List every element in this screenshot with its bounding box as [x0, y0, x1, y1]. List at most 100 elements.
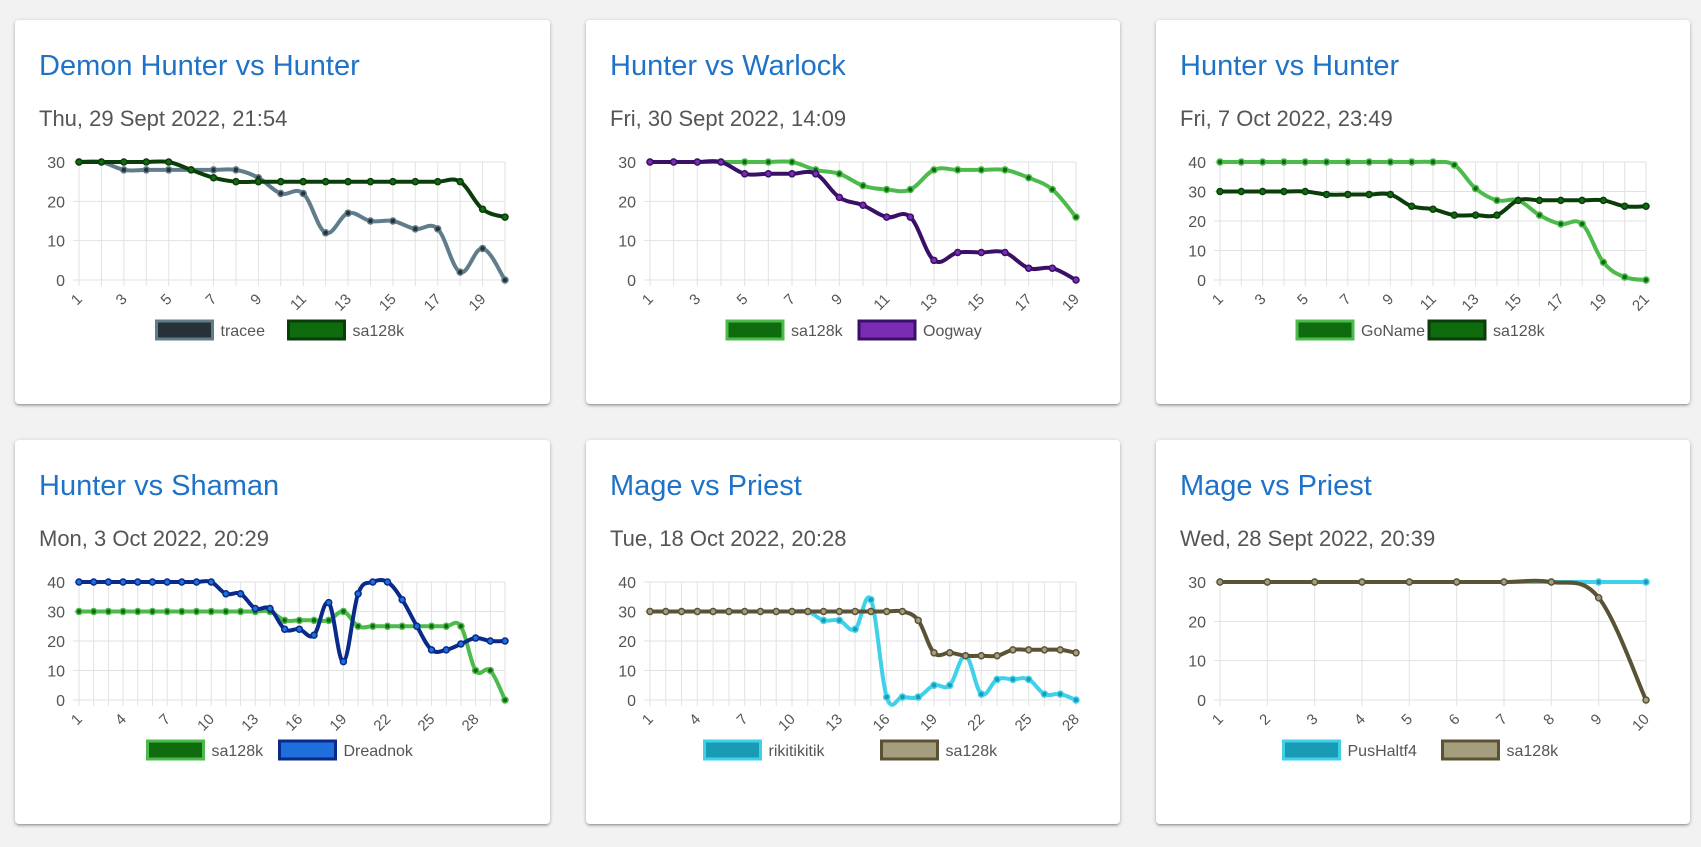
data-point: [501, 637, 509, 645]
legend-item: sa128k: [880, 739, 999, 761]
match-card[interactable]: Demon Hunter vs Hunter Thu, 29 Sept 2022…: [15, 20, 550, 404]
x-tick-label: 2: [1256, 711, 1274, 729]
data-point: [1263, 578, 1272, 586]
legend-label: sa128k: [946, 743, 999, 760]
plot-area: [75, 578, 509, 704]
data-point: [222, 607, 230, 616]
data-point: [1547, 578, 1556, 586]
data-point: [471, 666, 480, 675]
data-point: [339, 657, 348, 666]
x-tick-label: 16: [282, 711, 306, 735]
data-point: [1386, 158, 1395, 166]
data-point: [442, 646, 450, 654]
data-point: [310, 631, 318, 639]
x-tick-label: 11: [870, 291, 893, 314]
x-tick-label: 5: [734, 291, 752, 309]
legend-label: sa128k: [791, 323, 844, 340]
data-point: [740, 607, 749, 616]
match-card[interactable]: Hunter vs Warlock Fri, 30 Sept 2022, 14:…: [586, 20, 1120, 404]
plot-area: [646, 595, 1080, 707]
data-point: [1024, 173, 1033, 182]
data-point: [1405, 578, 1414, 586]
match-card[interactable]: Hunter vs Hunter Fri, 7 Oct 2022, 23:49 …: [1156, 20, 1690, 404]
x-tick-label: 7: [781, 291, 799, 309]
data-point: [1344, 158, 1352, 166]
data-point: [788, 607, 796, 616]
data-point: [1310, 578, 1319, 586]
data-point: [1216, 158, 1224, 166]
data-point: [178, 578, 186, 586]
data-point: [961, 652, 970, 660]
data-point: [1322, 190, 1331, 199]
data-point: [75, 607, 83, 616]
data-point: [1072, 696, 1080, 704]
data-point: [1642, 578, 1650, 586]
data-point: [134, 607, 142, 616]
y-tick-label: 30: [618, 605, 636, 622]
match-title[interactable]: Mage vs Priest: [1180, 470, 1372, 502]
data-point: [163, 607, 171, 616]
x-tick-label: 16: [870, 711, 894, 735]
x-tick-label: 19: [917, 711, 941, 735]
data-point: [457, 640, 465, 648]
data-point: [209, 173, 218, 182]
data-point: [486, 637, 495, 645]
data-point: [97, 158, 106, 166]
data-point: [906, 185, 915, 194]
legend-item: Dreadnok: [278, 739, 414, 761]
data-point: [993, 652, 1001, 660]
match-title[interactable]: Hunter vs Warlock: [610, 50, 846, 82]
legend-swatch: [1441, 739, 1500, 761]
y-tick-label: 0: [56, 273, 65, 290]
y-tick-label: 10: [1188, 654, 1206, 671]
x-tick-label: 28: [1059, 711, 1083, 735]
match-card[interactable]: Mage vs Priest Wed, 28 Sept 2022, 20:39 …: [1156, 440, 1690, 824]
match-title[interactable]: Demon Hunter vs Hunter: [39, 50, 360, 82]
data-point: [295, 616, 304, 625]
match-date: Mon, 3 Oct 2022, 20:29: [39, 526, 269, 551]
match-title[interactable]: Mage vs Priest: [610, 470, 802, 502]
data-point: [1471, 211, 1480, 219]
x-tick-label: 7: [156, 711, 174, 729]
match-title[interactable]: Hunter vs Hunter: [1180, 50, 1400, 82]
legend-label: GoName: [1361, 323, 1425, 340]
data-point: [1642, 276, 1650, 284]
x-tick-label: 19: [1059, 291, 1083, 315]
x-tick-label: 21: [1629, 291, 1653, 315]
x-tick-label: 9: [1379, 291, 1397, 309]
x-tick-label: 19: [326, 711, 350, 735]
data-point: [471, 634, 480, 642]
data-point: [89, 578, 98, 586]
data-point: [120, 166, 128, 174]
match-card[interactable]: Hunter vs Shaman Mon, 3 Oct 2022, 20:29 …: [15, 440, 550, 824]
legend-label: Oogway: [923, 323, 982, 340]
y-axis: 0 10 20 30 40: [47, 575, 65, 710]
series-line: [77, 159, 507, 282]
data-point: [299, 189, 307, 198]
data-point: [1216, 578, 1224, 586]
data-point: [740, 158, 749, 166]
legend: PusHaltf4 sa128k: [1282, 739, 1559, 761]
x-axis: 1 4 7 10 13 16 19 22 25 28: [68, 711, 483, 735]
x-tick-label: 17: [421, 291, 445, 315]
data-point: [501, 213, 509, 221]
data-point: [411, 225, 420, 233]
data-point: [1514, 196, 1522, 205]
legend-item: tracee: [155, 319, 265, 341]
series-line: [77, 608, 507, 702]
match-title[interactable]: Hunter vs Shaman: [39, 470, 280, 502]
data-point: [930, 681, 938, 689]
data-point: [433, 225, 442, 233]
data-point: [906, 213, 915, 221]
x-tick-label: 13: [238, 711, 262, 735]
data-point: [882, 213, 891, 221]
line-chart: 0 10 20 30 40 1 4 7 10 13 16 19 22 25 28 sa128k Dreadnok: [47, 575, 509, 761]
data-point: [930, 166, 938, 174]
data-point: [1040, 646, 1049, 654]
plot-area: [1216, 158, 1650, 284]
data-point: [383, 578, 392, 586]
data-point: [134, 578, 142, 586]
match-card[interactable]: Mage vs Priest Tue, 18 Oct 2022, 20:28 0…: [586, 440, 1120, 824]
data-point: [277, 189, 285, 198]
